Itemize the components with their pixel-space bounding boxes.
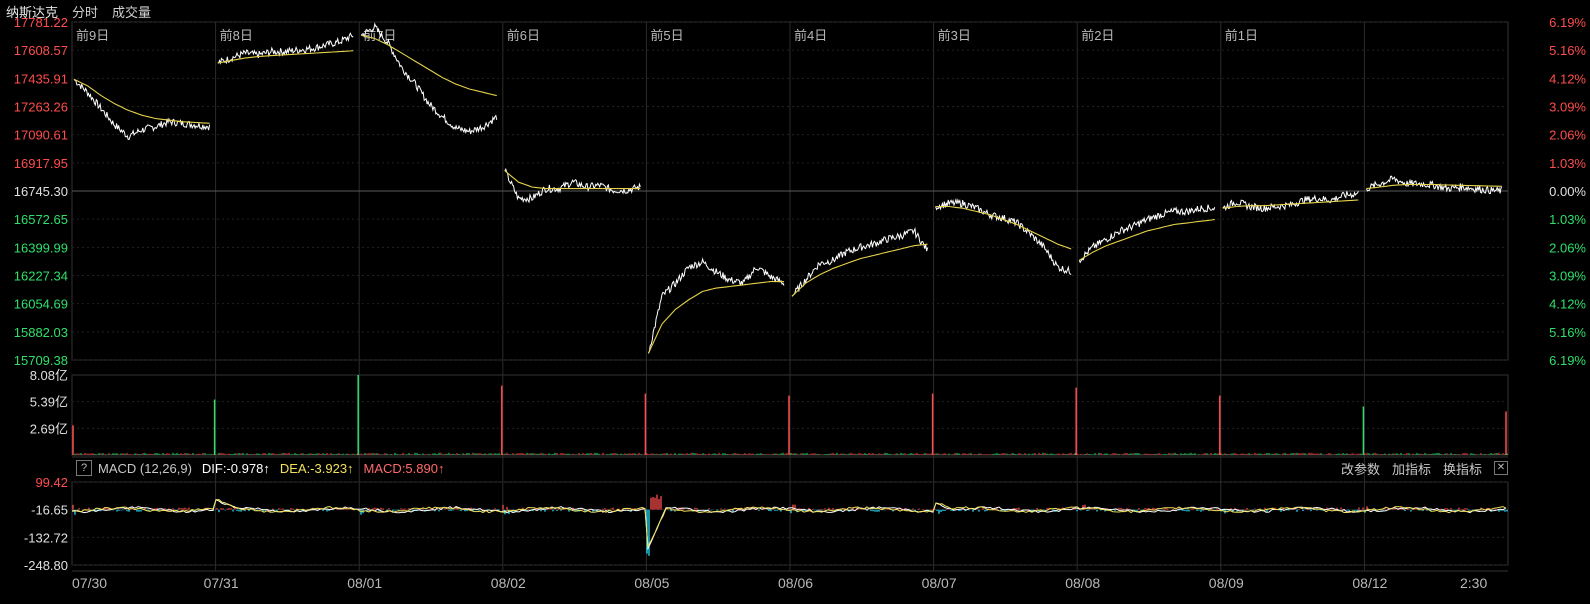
index-name: 纳斯达克 (6, 4, 59, 20)
price-series-avg-line (217, 50, 354, 64)
day-label: 前4日 (794, 28, 827, 43)
day-label: 前8日 (220, 28, 253, 43)
price-tick-label: 16399.99 (14, 240, 68, 255)
price-series-avg-line (1078, 219, 1215, 261)
macd-value: MACD:5.890↑ (363, 460, 445, 476)
volume-tick-label: 5.39亿 (30, 395, 68, 410)
pct-tick-label: 1.03% (1549, 212, 1586, 227)
macd-tick-label: 99.42 (35, 475, 68, 490)
price-tick-label: 17608.57 (14, 43, 68, 58)
day-label: 前1日 (1225, 28, 1258, 43)
x-date-label: 08/12 (1352, 575, 1387, 591)
day-label: 前9日 (76, 28, 109, 43)
switch-indicator-button[interactable]: 换指标 (1442, 461, 1482, 477)
price-series-price-line (1078, 204, 1216, 264)
pct-tick-label: 0.00% (1549, 184, 1586, 199)
x-date-label: 08/09 (1209, 575, 1244, 591)
price-tick-label: 16745.30 (14, 184, 68, 199)
pct-tick-label: 3.09% (1549, 269, 1586, 284)
macd-help-button[interactable]: ? (76, 460, 92, 476)
macd-toolbar: 改参数 加指标 换指标 ✕ (1341, 458, 1508, 478)
macd-dif-value: DIF:-0.978↑ (201, 460, 270, 476)
price-series-price-line (360, 22, 498, 135)
price-series-price-line (73, 78, 211, 140)
price-series-price-line (504, 168, 641, 204)
x-date-label: 2:30 (1460, 575, 1487, 591)
price-tick-label: 16917.95 (14, 156, 68, 171)
x-date-label: 08/06 (778, 575, 813, 591)
add-indicator-button[interactable]: 加指标 (1391, 461, 1431, 477)
day-label: 前2日 (1081, 28, 1114, 43)
price-series-price-line (935, 197, 1072, 275)
price-series-avg-line (935, 205, 1072, 250)
x-date-label: 08/01 (347, 575, 382, 591)
macd-tick-label: -248.80 (24, 558, 68, 573)
pct-tick-label: 3.09% (1549, 100, 1586, 115)
price-series-avg-line (361, 34, 497, 97)
price-series-price-line (1365, 175, 1503, 195)
macd-dif-line (71, 499, 1507, 551)
macd-dea-value: DEA:-3.923↑ (279, 460, 354, 476)
x-date-label: 07/30 (72, 575, 107, 591)
tab-fenshi[interactable]: 分时 (72, 4, 99, 20)
price-tick-label: 15882.03 (14, 325, 68, 340)
price-series-avg-line (73, 78, 210, 124)
pct-tick-label: 5.16% (1549, 43, 1586, 58)
pct-tick-label: 4.12% (1549, 297, 1586, 312)
price-series-price-line (217, 32, 354, 65)
x-date-label: 08/02 (491, 575, 526, 591)
price-tick-label: 17435.91 (14, 71, 68, 86)
price-tick-label: 16054.69 (14, 297, 68, 312)
day-label: 前3日 (938, 28, 971, 43)
close-icon[interactable]: ✕ (1494, 461, 1508, 475)
change-params-button[interactable]: 改参数 (1340, 461, 1380, 477)
price-series-avg-line (504, 170, 641, 190)
pct-tick-label: 4.12% (1549, 71, 1586, 86)
price-series-price-line (647, 257, 785, 354)
macd-tick-label: -16.65 (31, 503, 68, 518)
day-label: 前5日 (650, 28, 683, 43)
price-tick-label: 16227.34 (14, 269, 68, 284)
x-date-label: 07/31 (204, 575, 239, 591)
price-series-avg-line (647, 281, 784, 354)
macd-dea-line (71, 499, 1507, 549)
price-tick-label: 17781.22 (14, 15, 68, 30)
x-date-label: 08/07 (922, 575, 957, 591)
volume-tick-label: 8.08亿 (30, 368, 68, 383)
macd-label: MACD (12,26,9) (98, 460, 192, 476)
macd-tick-label: -132.72 (24, 530, 68, 545)
price-tick-label: 17090.61 (14, 128, 68, 143)
price-tick-label: 16572.65 (14, 212, 68, 227)
price-series-avg-line (791, 243, 928, 297)
price-series-avg-line (1366, 183, 1503, 190)
tab-volume[interactable]: 成交量 (112, 4, 152, 20)
price-series-price-line (1222, 190, 1359, 213)
x-date-label: 08/08 (1065, 575, 1100, 591)
price-tick-label: 15709.38 (14, 353, 68, 368)
price-series-price-line (791, 227, 929, 297)
pct-tick-label: 2.06% (1549, 128, 1586, 143)
pct-tick-label: 5.16% (1549, 325, 1586, 340)
macd-header: ? MACD (12,26,9) DIF:-0.978↑ DEA:-3.923↑… (72, 458, 1508, 478)
day-label: 前6日 (507, 28, 540, 43)
price-series-avg-line (1222, 199, 1359, 209)
price-tick-label: 17263.26 (14, 100, 68, 115)
volume-tick-label: 2.69亿 (30, 421, 68, 436)
pct-tick-label: 6.19% (1549, 15, 1586, 30)
chart-header: 纳斯达克 分时 成交量 (0, 0, 151, 22)
pct-tick-label: 6.19% (1549, 353, 1586, 368)
pct-tick-label: 2.06% (1549, 240, 1586, 255)
pct-tick-label: 1.03% (1549, 156, 1586, 171)
x-date-label: 08/05 (634, 575, 669, 591)
